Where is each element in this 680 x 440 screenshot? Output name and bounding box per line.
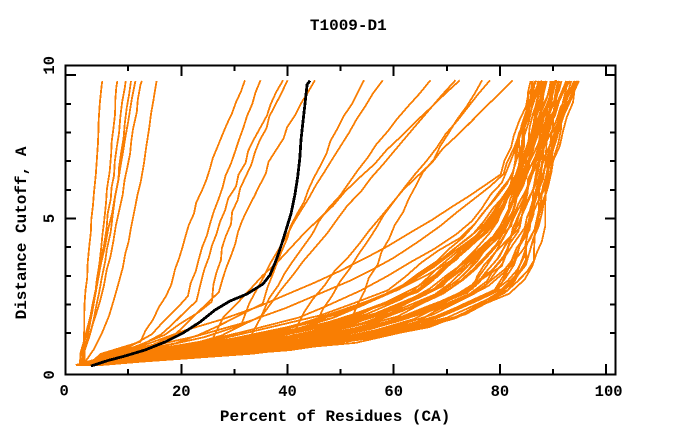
svg-text:10: 10 [41, 56, 59, 75]
svg-text:0: 0 [41, 370, 59, 379]
svg-text:Distance Cutoff, A: Distance Cutoff, A [13, 146, 31, 319]
svg-text:60: 60 [384, 383, 403, 401]
svg-text:100: 100 [595, 383, 623, 401]
svg-text:5: 5 [41, 214, 59, 223]
svg-text:Percent of Residues (CA): Percent of Residues (CA) [220, 408, 450, 426]
svg-text:40: 40 [278, 383, 297, 401]
svg-text:80: 80 [491, 383, 510, 401]
svg-text:T1009-D1: T1009-D1 [310, 17, 387, 35]
svg-text:20: 20 [172, 383, 191, 401]
svg-text:0: 0 [60, 383, 69, 401]
